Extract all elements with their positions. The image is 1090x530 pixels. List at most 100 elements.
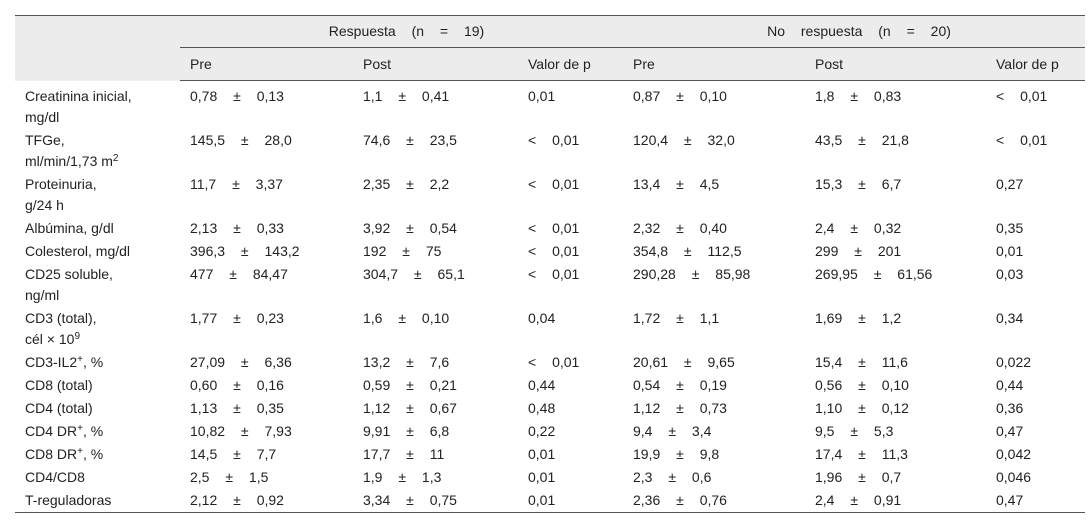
superscript: 2 [112,152,119,164]
table-cell: 0,27 [996,175,1024,192]
label-line: CD8 (total) [25,375,180,396]
superscript: + [77,353,83,365]
table-cell: 9,4 ± 3,4 [633,422,712,439]
group-header: No respuesta (n = 20) [623,15,1086,48]
table-cell: 1,9 ± 1,3 [363,468,442,485]
table-cell: 0,87 ± 0,10 [633,88,727,104]
label-line: Colesterol, mg/dl [25,241,180,262]
label-text: ng/ml [25,286,60,303]
table-cell: 0,35 [996,219,1024,236]
label-line: cél × 109 [25,329,180,350]
label-line: CD3 (total), [25,308,180,329]
superscript: 9 [74,330,80,342]
label-line: Albúmina, g/dl [25,218,180,239]
table-cell: 0,04 [528,309,556,326]
table-cell: 13,2 ± 7,6 [363,353,450,370]
table-cell: 1,72 ± 1,1 [633,309,720,326]
table-row: T-reguladoras 2,12 ± 0,92 3,34 ± 0,75 0,01 2… [15,489,1085,513]
table-cell: 0,44 [996,376,1024,393]
table-cell: 304,7 ± 65,1 [363,265,465,282]
table-header: Respuesta (n = 19) No respuesta (n = 20)… [15,15,1086,81]
table-row: Albúmina, g/dl 2,13 ± 0,33 3,92 ± 0,54 < 0,… [15,217,1085,240]
label-text: CD4/CD8 [25,468,85,485]
table-cell: 269,95 ± 61,56 [815,265,933,282]
table-cell: 1,10 ± 0,12 [815,399,909,416]
row-label: Albúmina, g/dl [15,217,180,240]
table-row: Proteinuria, g/24 h 11,7 ± 3,37 2,35 ± 2,2 <… [15,173,1085,217]
column-header: Pre [180,47,353,81]
table-cell: 0,34 [996,309,1024,326]
table-cell: 20,61 ± 9,65 [633,353,735,370]
table-row: Creatinina inicial, mg/dl 0,78 ± 0,13 1,1 ±… [15,81,1085,129]
table-cell: 0,47 [996,491,1024,508]
table-cell: 1,8 ± 0,83 [815,88,902,104]
table-cell: 15,4 ± 11,6 [815,353,908,370]
label-text: ml/min/1,73 m [25,152,113,169]
label-text: CD8 DR [25,445,78,462]
table-cell: 9,5 ± 5,3 [815,422,894,439]
table-cell: 19,9 ± 9,8 [633,445,720,462]
row-label: CD4/CD8 [15,466,180,489]
label-line: CD3-IL2+, % [25,352,180,373]
table-cell: 14,5 ± 7,7 [190,445,277,462]
label-line: g/24 h [25,195,180,216]
table-cell: 2,4 ± 0,91 [815,491,902,508]
table-cell: 0,046 [996,468,1032,485]
table-cell: 2,13 ± 0,33 [190,219,284,236]
table-row: CD4/CD8 2,5 ± 1,5 1,9 ± 1,3 0,01 2,3 ± 0,6 1,… [15,466,1085,489]
table-cell: < 0,01 [528,242,580,259]
label-text: CD4 DR [25,422,78,439]
table-cell: 0,36 [996,399,1024,416]
table-row: CD4 DR+, % 10,82 ± 7,93 9,91 ± 6,8 0,22 9,4 … [15,420,1085,443]
table-cell: 290,28 ± 85,98 [633,265,751,282]
table-cell: 0,01 [996,242,1024,259]
label-text: Proteinuria, [25,175,97,192]
column-header: Pre [623,47,805,81]
label-text: mg/dl [25,108,60,125]
table-row: CD4 (total) 1,13 ± 0,35 1,12 ± 0,67 0,48 1,1… [15,397,1085,420]
table-cell: 0,01 [528,468,556,485]
table-cell: 1,77 ± 0,23 [190,309,284,326]
table-cell: 1,12 ± 0,67 [363,399,457,416]
table-cell: 1,13 ± 0,35 [190,399,284,416]
row-label: TFGe, ml/min/1,73 m2 [15,129,180,173]
label-line: ng/ml [25,285,180,306]
table-cell: 2,4 ± 0,32 [815,219,902,236]
label-text: cél × 10 [25,330,75,347]
table-cell: 17,7 ± 11 [363,445,445,462]
table-cell: 2,32 ± 0,40 [633,219,727,236]
label-line: CD4 DR+, % [25,421,180,442]
row-label: Colesterol, mg/dl [15,240,180,263]
table-cell: < 0,01 [528,175,580,192]
row-label: CD8 DR+, % [15,443,180,466]
table-cell: 1,1 ± 0,41 [363,88,450,104]
label-text: CD3 (total), [25,309,97,326]
table-cell: 43,5 ± 21,8 [815,131,909,148]
table-cell: < 0,01 [528,265,580,282]
label-line: ml/min/1,73 m2 [25,151,180,172]
table-cell: 1,12 ± 0,73 [633,399,727,416]
table-row: CD3-IL2+, % 27,09 ± 6,36 13,2 ± 7,6 < 0,01 2… [15,351,1085,374]
row-label: CD3-IL2+, % [15,351,180,374]
table-body: Creatinina inicial, mg/dl 0,78 ± 0,13 1,1 ±… [15,81,1085,513]
label-line: CD4/CD8 [25,467,180,488]
table-row: CD3 (total), cél × 109 1,77 ± 0,23 1,6 ± 0,… [15,307,1085,351]
table-cell: 120,4 ± 32,0 [633,131,735,148]
table-cell: 0,59 ± 0,21 [363,376,457,393]
table-cell: 74,6 ± 23,5 [363,131,457,148]
table-cell: 27,09 ± 6,36 [190,353,292,370]
row-label: Proteinuria, g/24 h [15,173,180,217]
label-line: mg/dl [25,107,180,128]
row-label: CD4 (total) [15,397,180,420]
table-row: TFGe, ml/min/1,73 m2 145,5 ± 28,0 74,6 ± 23… [15,129,1085,173]
label-line: CD4 (total) [25,398,180,419]
table-cell: 0,78 ± 0,13 [190,88,284,104]
superscript: + [77,445,83,457]
table-row: CD25 soluble, ng/ml 477 ± 84,47 304,7 ± 65,… [15,263,1085,307]
group-header: Respuesta (n = 19) [180,15,623,48]
table-cell: 2,36 ± 0,76 [633,491,727,508]
row-label: CD25 soluble, ng/ml [15,263,180,307]
table-cell: 0,022 [996,353,1032,370]
table-cell: 0,01 [528,491,556,508]
table-cell: < 0,01 [996,131,1048,148]
